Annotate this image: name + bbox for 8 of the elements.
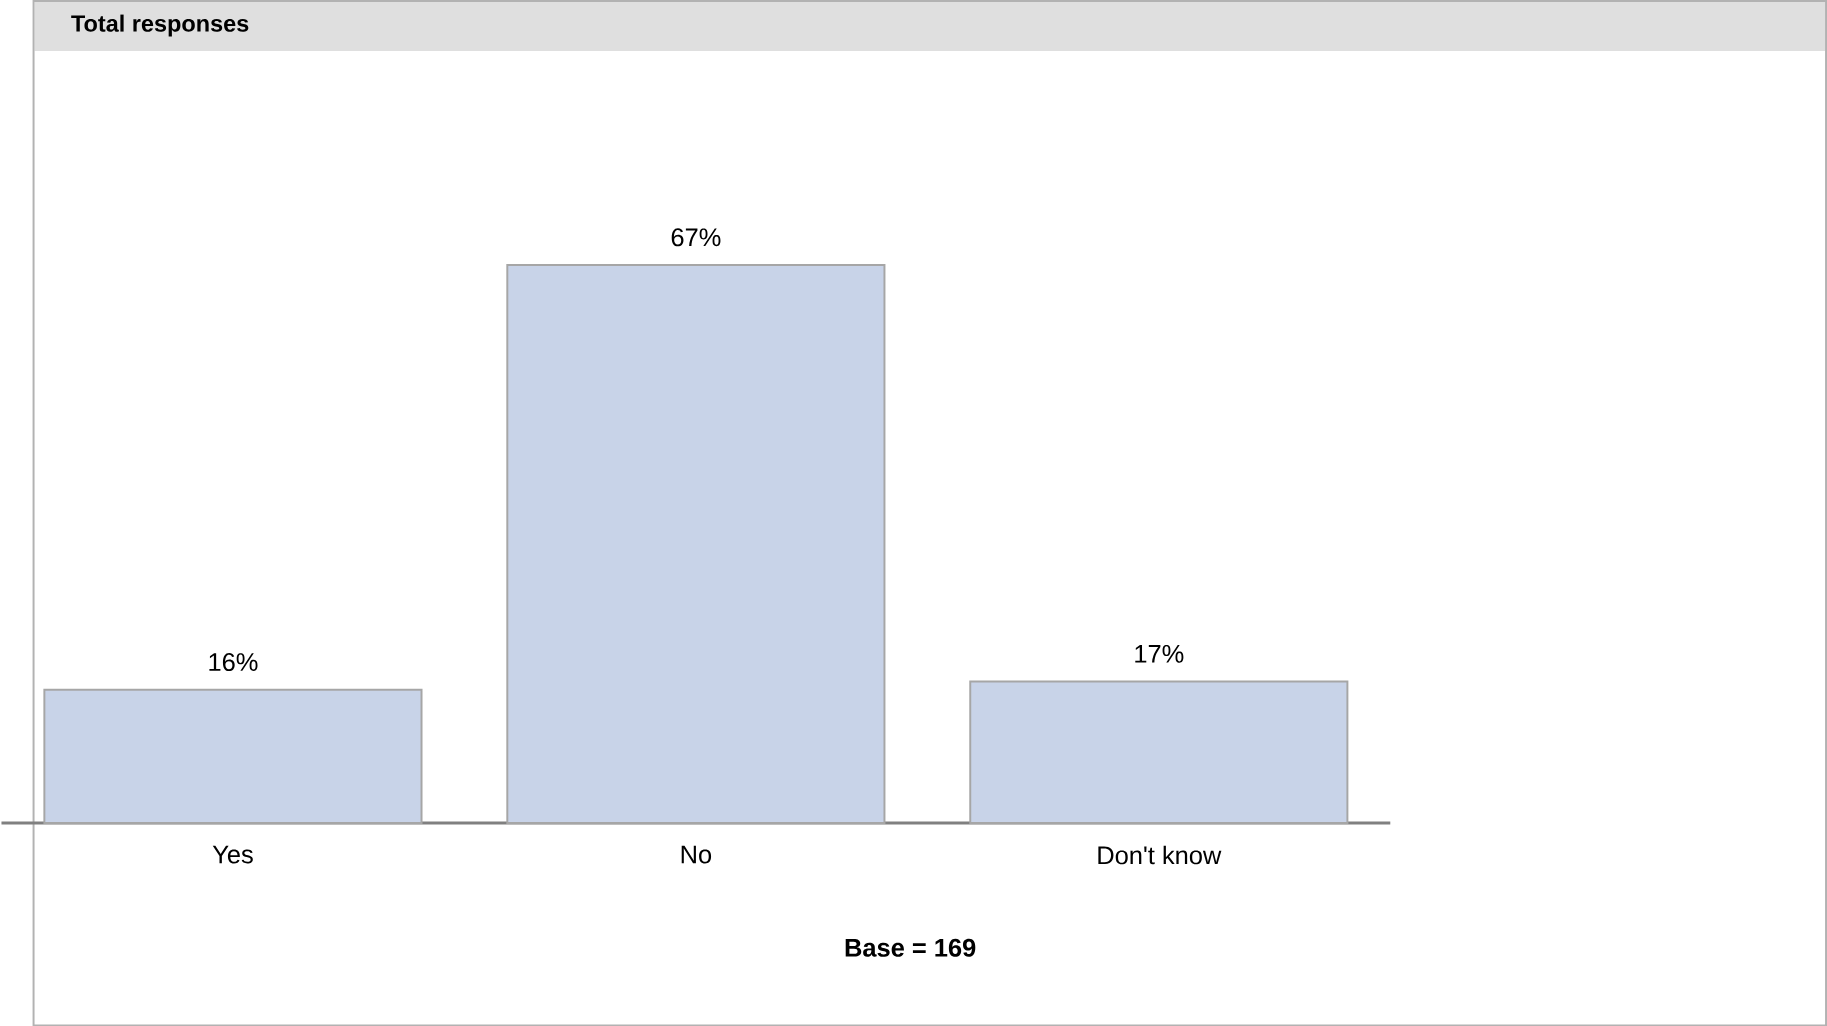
x-tick-label: No — [681, 845, 712, 864]
data-label: 16% — [209, 652, 258, 671]
x-tick-label: Yes — [212, 845, 253, 864]
chart-title: Total responses — [71, 14, 249, 37]
text: Base = 169 — [845, 938, 976, 957]
x-tick-label: Don't know — [1098, 845, 1222, 865]
data-label: 67% — [671, 228, 721, 247]
data-label: 17% — [1135, 644, 1184, 663]
